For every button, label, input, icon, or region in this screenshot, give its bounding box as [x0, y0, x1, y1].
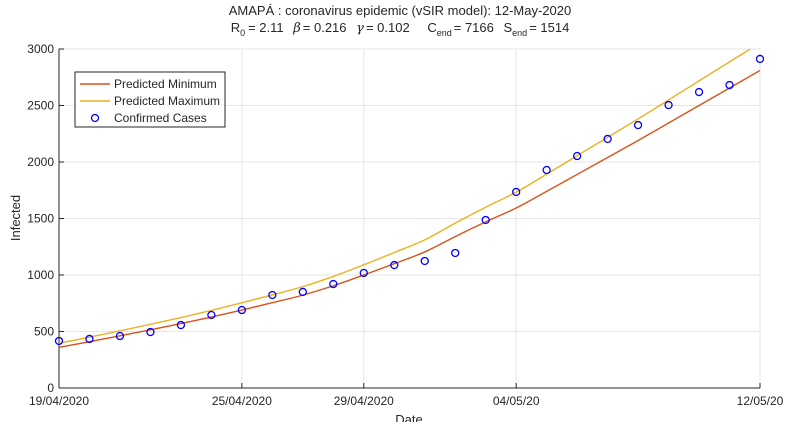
- data-point-confirmed-cases: [359, 268, 368, 278]
- data-point-confirmed-cases: [115, 331, 125, 341]
- x-tick-label: 19/04/2020: [29, 394, 89, 408]
- data-point-confirmed-cases: [85, 334, 94, 344]
- data-point-confirmed-cases: [481, 215, 490, 225]
- data-point-confirmed-cases: [237, 305, 247, 315]
- chart-subtitle: R0 = 2.11 β = 0.216 γ = 0.102 Cend = 7166 Se…: [231, 20, 570, 38]
- data-point-confirmed-cases: [420, 256, 429, 266]
- y-axis-label: Infected: [8, 195, 23, 241]
- axes: 0 500 1000 1500 2000 2500 3000 19/04/2020 25/04/…: [27, 42, 783, 408]
- y-tick-label: 1000: [27, 268, 54, 282]
- markers: [54, 54, 765, 346]
- y-tick-label: 500: [34, 325, 54, 339]
- y-tick-label: 2000: [27, 155, 54, 169]
- data-point-confirmed-cases: [572, 151, 582, 161]
- data-point-confirmed-cases: [268, 290, 277, 300]
- legend-label: Confirmed Cases: [114, 111, 207, 125]
- legend-label: Predicted Maximum: [114, 94, 220, 108]
- chart-title: AMAPÁ : coronavirus epidemic (vSIR model…: [229, 3, 571, 18]
- series-line-predicted-minimum: [59, 69, 760, 349]
- x-tick-label: 04/05/20: [493, 394, 540, 408]
- series-line-predicted-maximum: [59, 49, 752, 344]
- x-tick-label: 25/04/2020: [212, 394, 272, 408]
- data-point-confirmed-cases: [451, 248, 460, 258]
- y-tick-label: 2500: [27, 99, 54, 113]
- y-tick-label: 0: [47, 381, 54, 395]
- data-point-confirmed-cases: [755, 54, 765, 64]
- y-tick-label: 1500: [27, 212, 54, 226]
- data-point-confirmed-cases: [176, 320, 186, 330]
- data-point-confirmed-cases: [146, 327, 155, 337]
- data-point-confirmed-cases: [329, 279, 338, 289]
- data-point-confirmed-cases: [725, 80, 734, 90]
- series: [59, 49, 760, 349]
- data-point-confirmed-cases: [54, 336, 64, 346]
- data-point-confirmed-cases: [633, 120, 643, 130]
- legend-box: [74, 71, 226, 128]
- legend-marker: [90, 113, 100, 123]
- data-point-confirmed-cases: [207, 310, 216, 320]
- legend: Predicted Minimum Predicted Maximum Confir…: [74, 71, 226, 128]
- data-point-confirmed-cases: [694, 87, 704, 97]
- data-point-confirmed-cases: [390, 260, 399, 270]
- data-point-confirmed-cases: [664, 100, 673, 110]
- data-point-confirmed-cases: [298, 287, 307, 297]
- legend-label: Predicted Minimum: [114, 77, 217, 91]
- y-tick-label: 3000: [27, 42, 54, 56]
- x-tick-label: 12/05/20: [737, 394, 784, 408]
- data-point-confirmed-cases: [603, 134, 612, 144]
- x-tick-label: 29/04/2020: [334, 394, 394, 408]
- data-point-confirmed-cases: [542, 165, 551, 175]
- data-point-confirmed-cases: [512, 187, 521, 197]
- x-axis-label: Date: [395, 412, 422, 422]
